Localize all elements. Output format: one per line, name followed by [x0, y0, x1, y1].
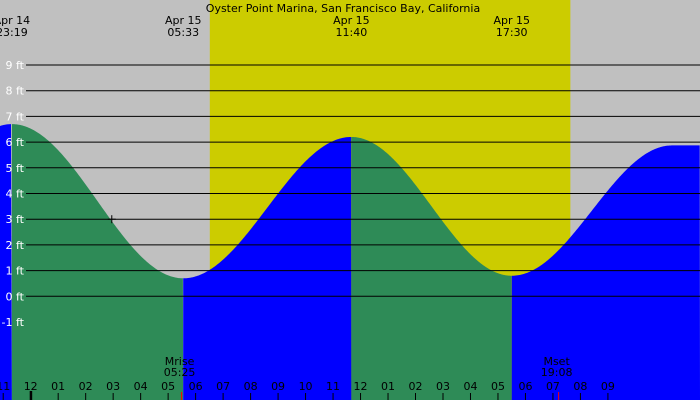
hour-tick-label: 06 — [189, 380, 203, 393]
y-tick-label: 5 ft — [6, 162, 25, 175]
midnight-tick — [29, 391, 33, 400]
y-tick-label: -1 ft — [2, 316, 25, 329]
y-tick-label: 1 ft — [6, 265, 25, 278]
hour-tick-label: 01 — [381, 380, 395, 393]
moon-event-time: 05:25 — [164, 366, 196, 379]
hour-tick-label: 07 — [546, 380, 560, 393]
extreme-date-label: Apr 15 — [493, 14, 530, 27]
rising-tide-area — [511, 145, 700, 400]
hour-tick-label: 10 — [299, 380, 313, 393]
extreme-time-label: 11:40 — [336, 26, 368, 39]
hour-tick-label: 11 — [326, 380, 340, 393]
extreme-date-label: Apr 15 — [165, 14, 202, 27]
hour-tick-label: 07 — [216, 380, 230, 393]
moon-event-time: 19:08 — [541, 366, 573, 379]
extreme-date-label: Apr 15 — [333, 14, 370, 27]
hour-tick-label: 08 — [573, 380, 587, 393]
hour-tick-label: 09 — [601, 380, 615, 393]
y-tick-label: 2 ft — [6, 239, 25, 252]
moon-event-label: Mrise — [165, 355, 195, 368]
y-tick-label: 9 ft — [6, 59, 25, 72]
hour-tick-label: 05 — [161, 380, 175, 393]
chart-title: Oyster Point Marina, San Francisco Bay, … — [206, 2, 480, 15]
extreme-time-label: 23:19 — [0, 26, 28, 39]
y-tick-label: 4 ft — [6, 188, 25, 201]
rising-tide-area — [183, 136, 352, 400]
hour-tick-label: 11 — [0, 380, 10, 393]
y-tick-label: 6 ft — [6, 136, 25, 149]
falling-tide-area — [351, 136, 512, 400]
extreme-time-label: 17:30 — [496, 26, 528, 39]
y-tick-label: 8 ft — [6, 85, 25, 98]
hour-tick-label: 12 — [354, 380, 368, 393]
extreme-date-label: Apr 14 — [0, 14, 30, 27]
hour-tick-label: 08 — [244, 380, 258, 393]
hour-tick-label: 06 — [518, 380, 532, 393]
y-tick-label: 7 ft — [6, 110, 25, 123]
hour-tick-label: 04 — [134, 380, 148, 393]
extreme-time-label: 05:33 — [167, 26, 199, 39]
hour-tick-label: 05 — [491, 380, 505, 393]
hour-tick-label: 04 — [463, 380, 477, 393]
hour-tick-label: 03 — [436, 380, 450, 393]
hour-tick-label: 02 — [79, 380, 93, 393]
hour-tick-label: 01 — [51, 380, 65, 393]
falling-tide-area — [11, 124, 184, 400]
hour-tick-label: 12 — [24, 380, 38, 393]
moon-event-label: Mset — [543, 355, 570, 368]
y-tick-label: 3 ft — [6, 213, 25, 226]
hour-tick-label: 09 — [271, 380, 285, 393]
rising-tide-area — [0, 124, 12, 400]
y-tick-label: 0 ft — [6, 290, 25, 303]
hour-tick-label: 03 — [106, 380, 120, 393]
hour-tick-label: 02 — [409, 380, 423, 393]
